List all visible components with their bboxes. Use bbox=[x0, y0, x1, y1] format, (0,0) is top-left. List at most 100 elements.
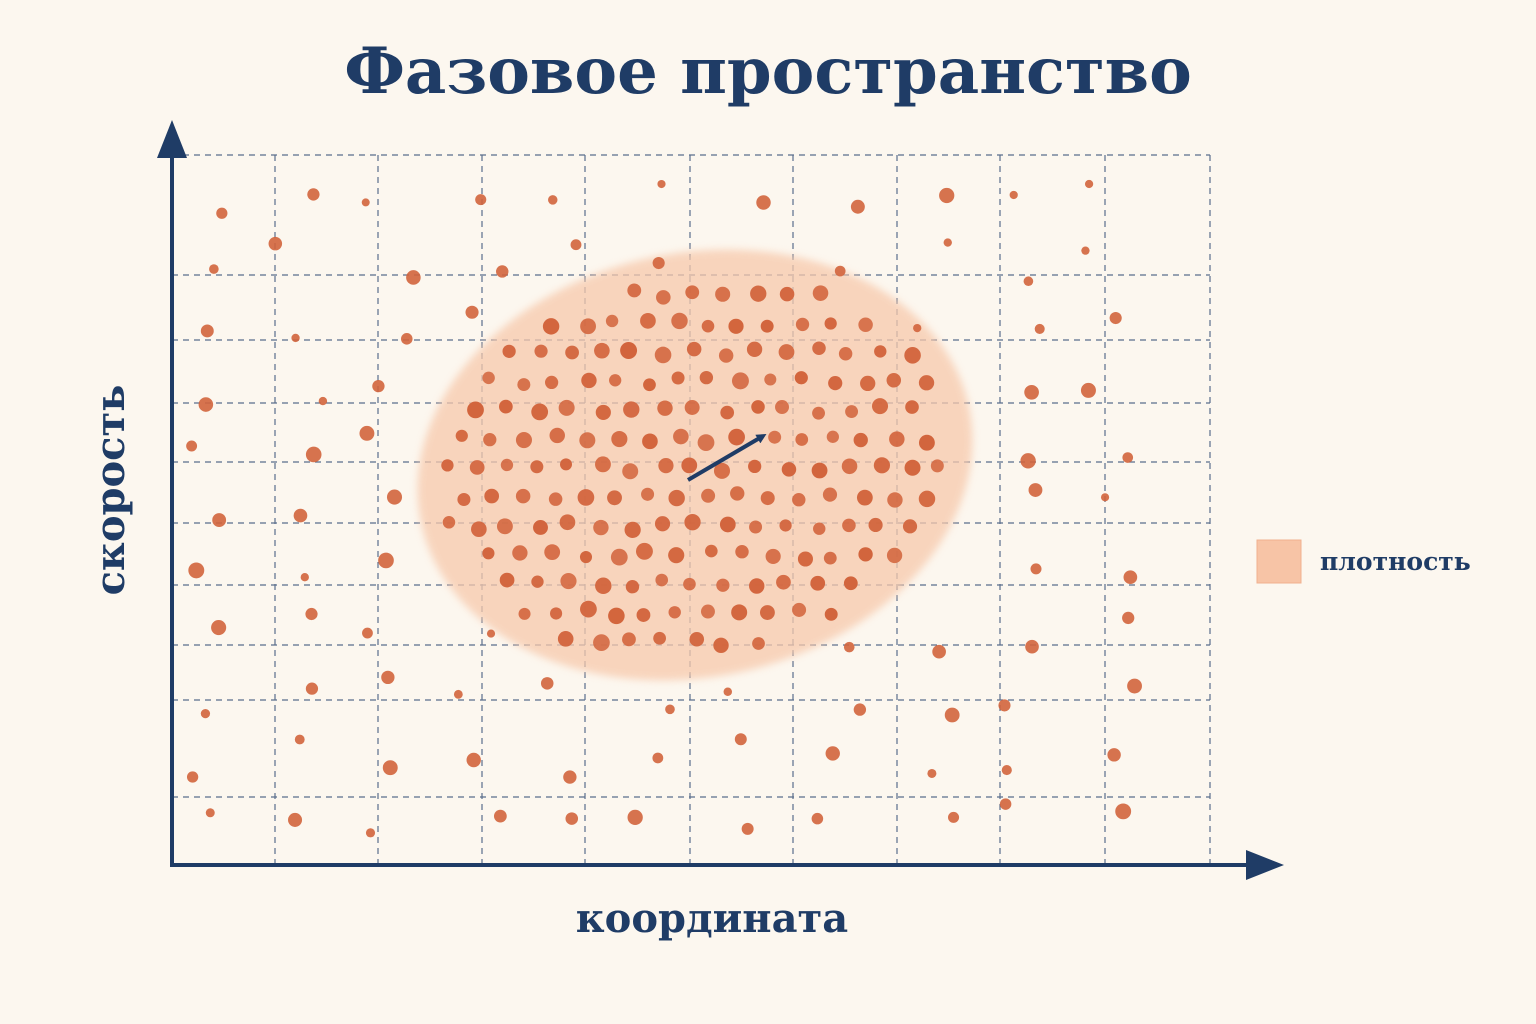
particle bbox=[873, 457, 891, 474]
particle bbox=[750, 285, 767, 302]
particle bbox=[216, 207, 228, 219]
particle bbox=[795, 433, 809, 446]
particle bbox=[685, 285, 700, 300]
particle bbox=[699, 370, 714, 385]
particle bbox=[212, 513, 227, 527]
particle bbox=[570, 239, 582, 251]
particle bbox=[735, 544, 749, 559]
flow-arrow bbox=[686, 433, 767, 482]
particle bbox=[517, 378, 531, 392]
particle bbox=[531, 403, 549, 421]
particle bbox=[652, 752, 664, 764]
particle bbox=[812, 406, 825, 420]
particle bbox=[701, 488, 716, 503]
particle bbox=[515, 432, 532, 449]
particle bbox=[842, 518, 856, 533]
particle bbox=[500, 458, 514, 472]
particle bbox=[749, 520, 763, 534]
particle bbox=[697, 434, 715, 451]
particle bbox=[641, 487, 655, 501]
particle bbox=[824, 607, 838, 621]
particle bbox=[595, 456, 611, 473]
title: Фазовое пространство bbox=[344, 34, 1192, 109]
particle bbox=[579, 432, 596, 449]
particle bbox=[813, 522, 826, 535]
particle bbox=[825, 746, 840, 761]
particle bbox=[581, 372, 597, 389]
particle bbox=[668, 489, 685, 507]
particle bbox=[205, 808, 215, 818]
particle bbox=[843, 576, 858, 591]
particle bbox=[760, 319, 774, 333]
particle bbox=[559, 514, 576, 531]
particle bbox=[643, 378, 656, 392]
particle bbox=[515, 488, 531, 504]
particle bbox=[1127, 678, 1142, 694]
particle bbox=[386, 489, 403, 505]
particle bbox=[607, 490, 622, 506]
particle bbox=[533, 520, 548, 535]
particle bbox=[658, 458, 674, 474]
particle bbox=[792, 493, 806, 507]
particle bbox=[904, 347, 921, 364]
particle bbox=[534, 344, 548, 358]
particle bbox=[1123, 570, 1138, 585]
particle bbox=[544, 544, 561, 561]
particle bbox=[671, 371, 685, 385]
particle bbox=[381, 670, 395, 685]
particle bbox=[681, 457, 698, 474]
particle bbox=[886, 547, 903, 564]
particle bbox=[294, 734, 305, 745]
particle bbox=[457, 492, 471, 507]
particle bbox=[902, 519, 918, 534]
particle bbox=[496, 265, 509, 278]
particle bbox=[499, 572, 515, 588]
particle bbox=[577, 489, 595, 506]
particle bbox=[689, 631, 705, 647]
particle bbox=[720, 405, 735, 420]
particle bbox=[653, 631, 667, 645]
particle bbox=[812, 341, 826, 355]
y-axis-label: скорость bbox=[87, 385, 134, 596]
particle bbox=[795, 317, 810, 332]
particle bbox=[734, 733, 747, 746]
particle bbox=[811, 812, 824, 825]
particle bbox=[200, 709, 211, 719]
particle bbox=[746, 341, 763, 357]
particle bbox=[1122, 452, 1134, 463]
particle bbox=[542, 318, 560, 335]
particle bbox=[1024, 384, 1039, 400]
x-axis-label: координата bbox=[576, 895, 848, 942]
particle bbox=[560, 572, 577, 590]
particle bbox=[406, 270, 421, 285]
particle bbox=[918, 490, 936, 508]
particle bbox=[797, 551, 813, 567]
particle bbox=[548, 195, 558, 205]
particle bbox=[716, 578, 730, 592]
particle bbox=[594, 342, 610, 359]
particle bbox=[930, 459, 944, 473]
particle bbox=[627, 283, 642, 298]
particle bbox=[673, 428, 689, 445]
particle bbox=[559, 458, 573, 471]
particle bbox=[624, 521, 641, 538]
particle bbox=[939, 187, 955, 204]
particle bbox=[932, 644, 946, 659]
particle bbox=[841, 458, 858, 475]
particles bbox=[186, 179, 1142, 838]
particle bbox=[828, 376, 843, 391]
particle bbox=[728, 318, 744, 334]
particle bbox=[904, 459, 921, 476]
particle bbox=[486, 629, 496, 638]
particle bbox=[765, 548, 781, 564]
particle bbox=[764, 373, 777, 386]
particle bbox=[558, 399, 575, 416]
particle bbox=[705, 544, 718, 558]
particle bbox=[918, 434, 935, 451]
particle bbox=[300, 573, 309, 582]
particle bbox=[760, 491, 775, 506]
legend-label: плотность bbox=[1320, 547, 1471, 576]
particle bbox=[442, 516, 456, 529]
particle bbox=[627, 809, 643, 826]
